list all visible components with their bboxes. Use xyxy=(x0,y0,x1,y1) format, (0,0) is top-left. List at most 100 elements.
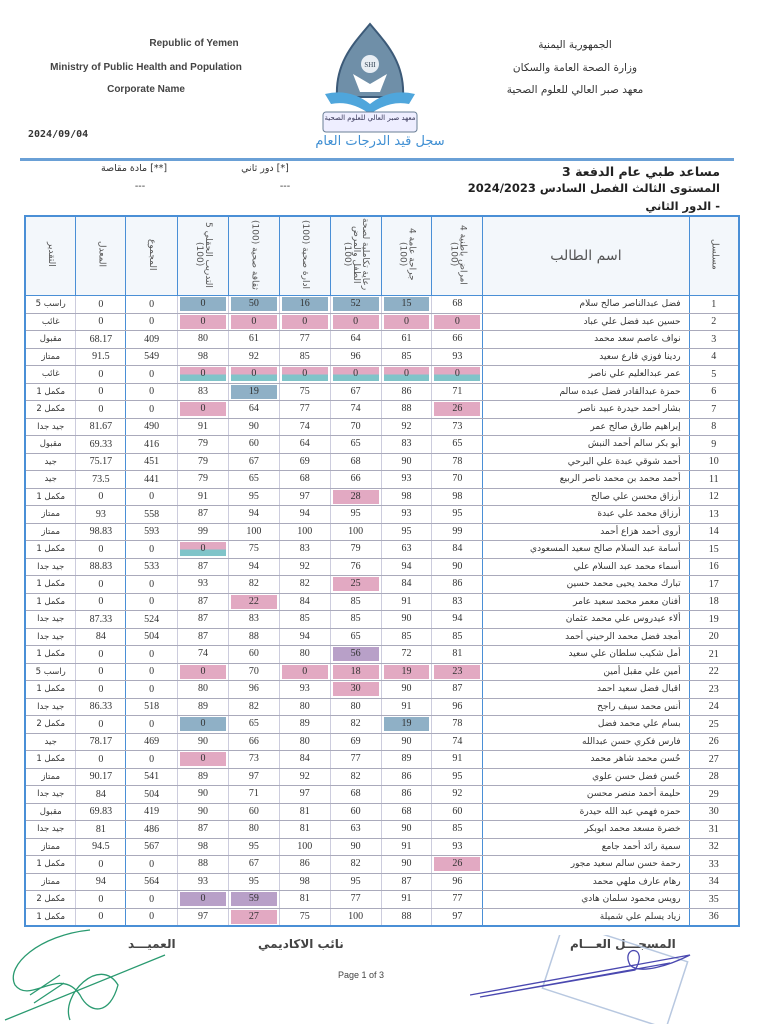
score-value: 89 xyxy=(299,718,310,730)
table-row: مقبول 68.17 409 80 61 77 64 61 66 نواف عاصم سعد م… xyxy=(25,330,739,349)
score-cell: 70 xyxy=(431,470,483,489)
score-value: 0 xyxy=(180,717,226,732)
score-cell: 0 xyxy=(177,540,229,559)
score-cell: 88 xyxy=(227,628,280,646)
table-row: ممتاز 94 564 93 95 98 95 87 96 رهام عارف ملهي محم… xyxy=(25,873,739,891)
score-value: 0 xyxy=(383,314,430,329)
total-cell: 0 xyxy=(125,365,178,384)
score-value: 95 xyxy=(248,490,259,502)
student-name-cell: بسام علي محمد فضل xyxy=(482,715,690,734)
average-cell: 75.17 xyxy=(75,453,126,471)
score-cell: 67 xyxy=(227,855,280,874)
score-value: 98 xyxy=(452,490,463,502)
total-cell: 593 xyxy=(125,523,178,541)
score-cell: 90 xyxy=(380,855,432,874)
score-cell: 93 xyxy=(431,348,483,366)
total-cell: 0 xyxy=(125,750,178,769)
average-cell: 0 xyxy=(75,645,126,664)
score-value: 70 xyxy=(350,420,361,432)
total-cell: 533 xyxy=(125,558,178,576)
score-value: 90 xyxy=(198,805,209,817)
serial-cell: 10 xyxy=(688,453,739,471)
average-cell: 73.5 xyxy=(75,470,126,489)
score-value: 84 xyxy=(299,595,310,607)
score-value: 87 xyxy=(198,613,209,625)
score-cell: 0 xyxy=(227,365,280,384)
score-value: 100 xyxy=(297,840,313,852)
serial-cell: 36 xyxy=(688,908,739,926)
legend-offset-subject-value: --- xyxy=(134,181,146,192)
average-cell: 0 xyxy=(75,715,126,734)
score-cell: 74 xyxy=(177,645,229,664)
grade-cell: مكمل 1 xyxy=(25,593,76,611)
score-value: 77 xyxy=(350,893,361,905)
score-cell: 82 xyxy=(329,855,382,874)
score-value: 86 xyxy=(401,385,412,397)
score-value: 99 xyxy=(198,525,209,537)
score-value: 27 xyxy=(230,909,277,924)
score-value: 74 xyxy=(198,648,209,660)
score-cell: 90 xyxy=(380,680,432,699)
score-value: 100 xyxy=(348,525,364,537)
score-cell: 83 xyxy=(227,610,280,629)
score-cell: 81 xyxy=(278,820,331,839)
header-en-line-3: Corporate Name xyxy=(107,84,185,95)
score-cell: 50 xyxy=(227,295,280,314)
score-cell: 0 xyxy=(177,295,229,314)
score-value: 19 xyxy=(230,384,277,399)
score-value: 68 xyxy=(401,805,412,817)
total-cell: 409 xyxy=(125,330,178,349)
average-cell: 0 xyxy=(75,890,126,909)
grade-cell: ممتاز xyxy=(25,768,76,786)
score-cell: 60 xyxy=(329,803,382,821)
score-value: 90 xyxy=(198,735,209,747)
score-value: 75 xyxy=(299,910,310,922)
score-cell: 0 xyxy=(177,663,229,681)
score-cell: 92 xyxy=(380,418,432,436)
average-cell: 69.33 xyxy=(75,435,126,454)
score-cell: 98 xyxy=(177,348,229,366)
col-subject-4: رعاية تكاملية لصحة الطفل والمرض (100) xyxy=(329,215,382,296)
grade-cell: جيد xyxy=(25,470,76,489)
score-cell: 26 xyxy=(431,855,483,874)
score-value: 56 xyxy=(332,647,379,662)
score-value: 16 xyxy=(281,297,328,312)
serial-cell: 24 xyxy=(688,698,739,716)
student-name-cell: زياد يسلم علي شميلة xyxy=(482,908,690,926)
score-cell: 71 xyxy=(431,383,483,401)
score-cell: 65 xyxy=(431,435,483,454)
table-row: راسب 5 0 0 0 50 16 52 15 68 فضل عبدالناصر صالح سل… xyxy=(25,295,739,314)
score-value: 69 xyxy=(299,455,310,467)
registrar-signature-stamp xyxy=(470,935,691,1024)
score-cell: 97 xyxy=(177,908,229,926)
score-cell: 86 xyxy=(278,855,331,874)
student-name-cell: ردينا فوزي فارع سعيد xyxy=(482,348,690,366)
score-value: 87 xyxy=(198,630,209,642)
score-cell: 100 xyxy=(278,838,331,856)
score-value: 98 xyxy=(401,490,412,502)
score-cell: 64 xyxy=(329,330,382,349)
table-row: مكمل 2 0 0 0 65 89 82 19 78 بسام علي محمد فضل 25 xyxy=(25,715,739,734)
score-value: 95 xyxy=(248,840,259,852)
serial-cell: 14 xyxy=(688,523,739,541)
score-cell: 79 xyxy=(177,470,229,489)
score-cell: 76 xyxy=(329,558,382,576)
score-value: 97 xyxy=(248,770,259,782)
student-name-cell: حمزة عبدالقادر فضل عبده سالم xyxy=(482,383,690,401)
score-value: 0 xyxy=(281,367,328,382)
score-value: 66 xyxy=(350,473,361,485)
score-cell: 94 xyxy=(227,558,280,576)
score-value: 0 xyxy=(180,892,226,907)
score-value: 90 xyxy=(248,420,259,432)
score-value: 91 xyxy=(401,840,412,852)
score-cell: 68 xyxy=(431,295,483,314)
header-ar-line-3: معهد صبر العالي للعلوم الصحية xyxy=(506,84,644,96)
total-cell: 0 xyxy=(125,400,178,419)
score-cell: 79 xyxy=(177,435,229,454)
grade-cell: مكمل 2 xyxy=(25,400,76,419)
score-cell: 95 xyxy=(329,873,382,891)
score-value: 66 xyxy=(452,333,463,345)
score-cell: 73 xyxy=(431,418,483,436)
score-value: 63 xyxy=(350,823,361,835)
student-name-cell: حُسن فضل حسن علوي xyxy=(482,768,690,786)
